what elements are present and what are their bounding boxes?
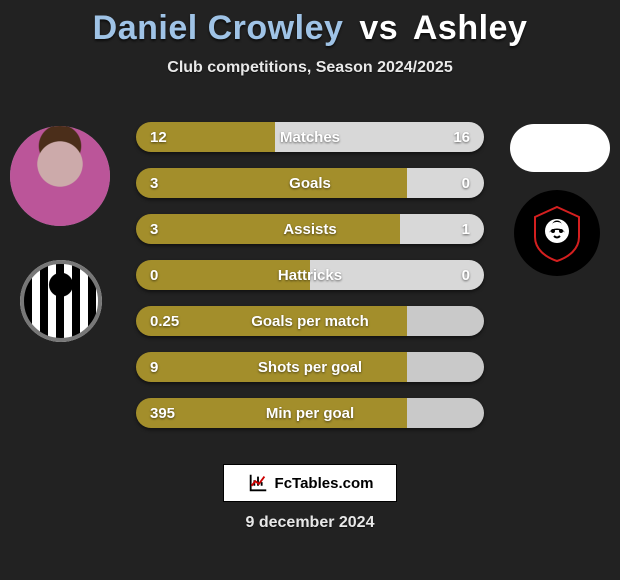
stat-row: 12Matches16 bbox=[136, 122, 484, 152]
stat-value-right: 16 bbox=[453, 122, 470, 152]
player1-photo bbox=[10, 126, 110, 226]
stat-row: 9Shots per goal bbox=[136, 352, 484, 382]
vs-text: vs bbox=[359, 9, 398, 47]
stat-label: Shots per goal bbox=[136, 352, 484, 382]
stat-label: Hattricks bbox=[136, 260, 484, 290]
stat-value-right: 0 bbox=[462, 260, 470, 290]
stat-row: 3Assists1 bbox=[136, 214, 484, 244]
stat-label: Min per goal bbox=[136, 398, 484, 428]
stat-label: Goals per match bbox=[136, 306, 484, 336]
subtitle: Club competitions, Season 2024/2025 bbox=[0, 59, 620, 77]
player1-name: Daniel Crowley bbox=[93, 9, 344, 47]
stat-value-right: 1 bbox=[462, 214, 470, 244]
date-text: 9 december 2024 bbox=[0, 514, 620, 532]
player1-club-crest bbox=[20, 260, 102, 342]
stat-row: 3Goals0 bbox=[136, 168, 484, 198]
stat-row: 0Hattricks0 bbox=[136, 260, 484, 290]
branding-text: FcTables.com bbox=[275, 475, 374, 492]
player2-photo bbox=[510, 124, 610, 172]
chart-icon bbox=[247, 472, 269, 494]
stat-value-right: 0 bbox=[462, 168, 470, 198]
player2-club-crest bbox=[514, 190, 600, 276]
stat-label: Assists bbox=[136, 214, 484, 244]
stat-label: Matches bbox=[136, 122, 484, 152]
stat-row: 395Min per goal bbox=[136, 398, 484, 428]
stat-row: 0.25Goals per match bbox=[136, 306, 484, 336]
branding-badge: FcTables.com bbox=[223, 464, 397, 502]
comparison-title: Daniel Crowley vs Ashley bbox=[0, 0, 620, 47]
stat-label: Goals bbox=[136, 168, 484, 198]
player2-name: Ashley bbox=[413, 9, 528, 47]
stat-rows: 12Matches163Goals03Assists10Hattricks00.… bbox=[136, 122, 484, 444]
